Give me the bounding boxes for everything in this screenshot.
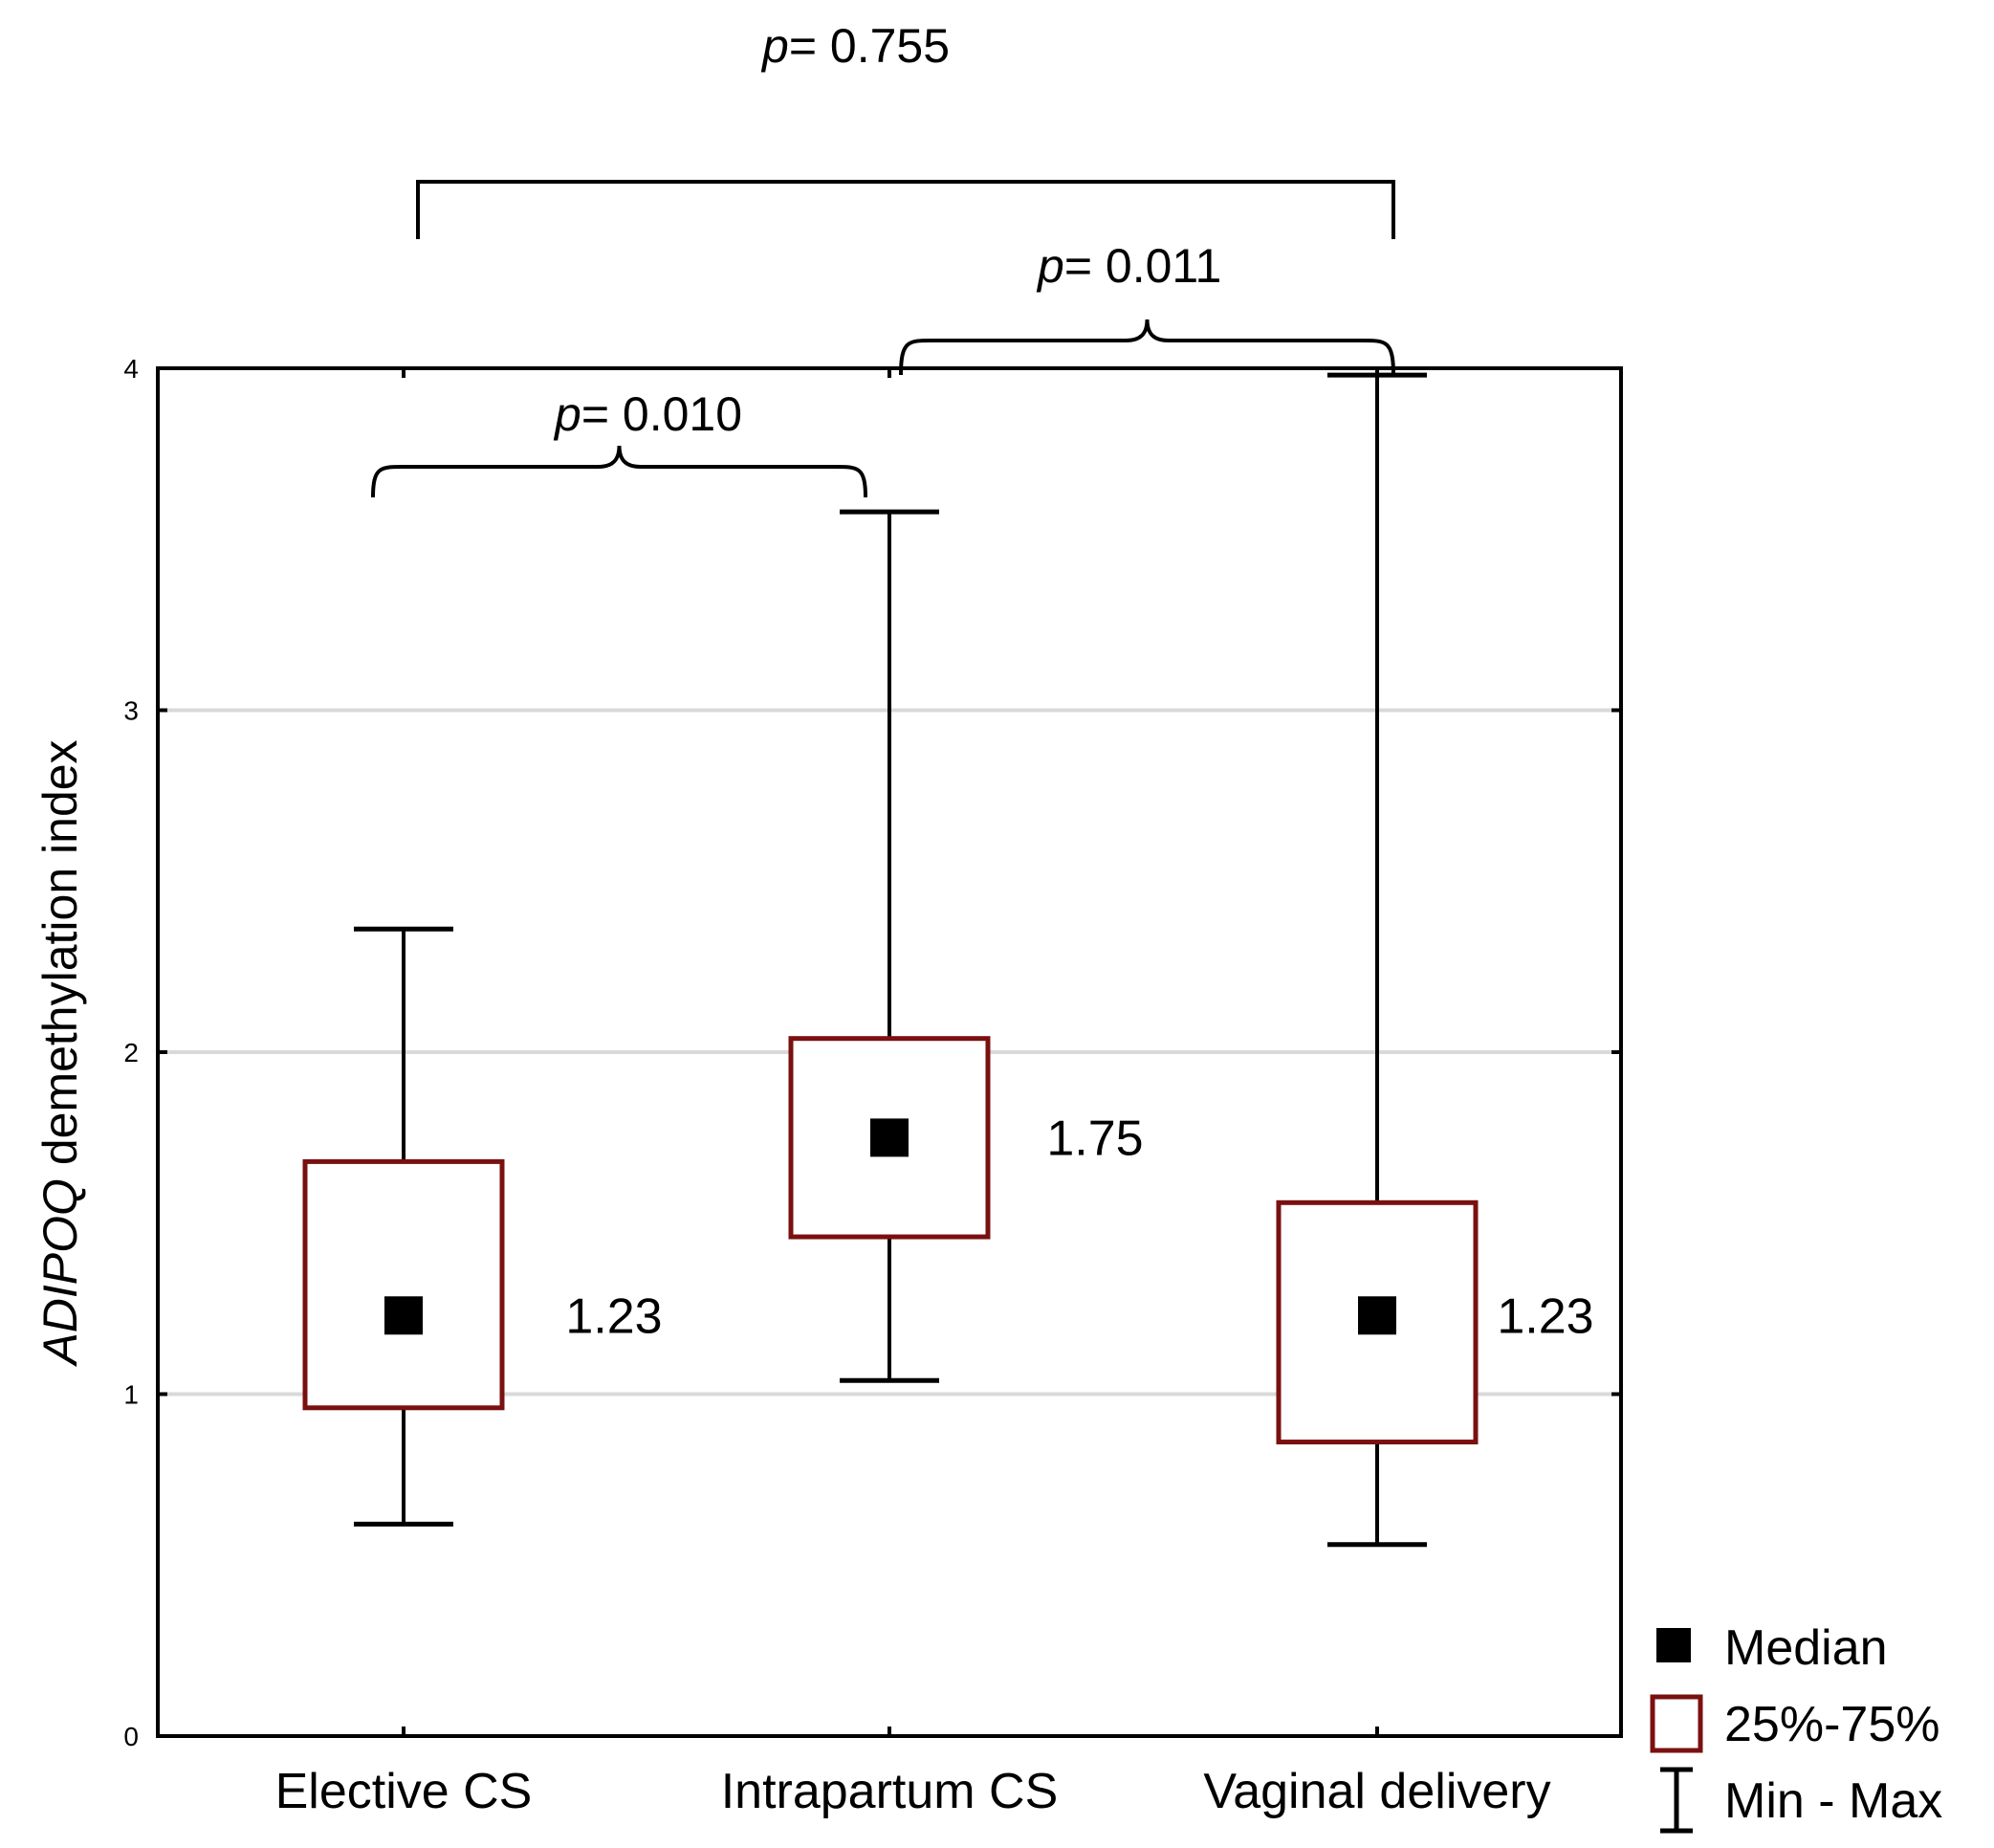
box-group: 1.75 xyxy=(788,509,1144,1383)
legend-iqr-swatch xyxy=(1650,1694,1703,1753)
legend: Median 25%-75% Min - Max xyxy=(1650,1620,1942,1834)
p-symbol: p xyxy=(1036,239,1064,293)
y-tick-label: 1 xyxy=(123,1380,139,1410)
p-value-text: = 0.011 xyxy=(1064,239,1222,293)
iqr-box xyxy=(302,1158,505,1411)
legend-label: 25%-75% xyxy=(1724,1697,1939,1752)
comparison-brace-intrapartum-vaginal xyxy=(899,319,1395,376)
y-tick-label: 3 xyxy=(123,696,139,726)
p-symbol: p xyxy=(553,387,581,441)
x-category-label: Vaginal delivery xyxy=(1203,1764,1550,1819)
y-tick-label: 4 xyxy=(123,354,139,384)
median-marker xyxy=(1358,1296,1396,1335)
legend-item: Median xyxy=(1656,1620,1888,1676)
legend-item: Min - Max xyxy=(1660,1767,1942,1834)
axes-layer: 0 1 2 3 4 Elective CS Intrapartum CS Vaginal de… xyxy=(33,354,1623,1819)
y-tick-label: 2 xyxy=(123,1038,139,1067)
legend-label: Median xyxy=(1724,1620,1888,1676)
x-category-label: Intrapartum CS xyxy=(721,1764,1059,1819)
x-category-label: Elective CS xyxy=(275,1764,533,1819)
median-value-label: 1.23 xyxy=(1497,1288,1593,1344)
median-value-label: 1.75 xyxy=(1046,1111,1143,1166)
y-axis-title-text: demethylation index xyxy=(33,739,87,1178)
legend-item: 25%-75% xyxy=(1650,1694,1939,1753)
y-axis-title: ADIPOQ demethylation index xyxy=(33,739,87,1367)
comparison-brace-elective-intrapartum xyxy=(371,445,867,498)
box-group: 1.23 xyxy=(302,926,663,1527)
legend-label: Min - Max xyxy=(1724,1773,1942,1829)
boxes-layer: 1.23 1.75 1.23 xyxy=(302,372,1594,1548)
p-value-text: = 0.010 xyxy=(581,387,742,441)
box-group: 1.23 xyxy=(1276,372,1594,1548)
y-axis-title-gene: ADIPOQ xyxy=(33,1178,87,1367)
median-marker xyxy=(384,1296,423,1335)
p-value-label: p= 0.010 xyxy=(553,387,742,441)
y-tick-label: 0 xyxy=(123,1722,139,1751)
p-symbol: p xyxy=(760,19,789,73)
p-value-label: p= 0.755 xyxy=(760,19,950,73)
comparison-bracket-elective-vaginal xyxy=(416,180,1395,239)
p-value-text: = 0.755 xyxy=(789,19,950,73)
median-value-label: 1.23 xyxy=(565,1288,662,1344)
p-value-label: p= 0.011 xyxy=(1036,239,1221,293)
legend-median-swatch xyxy=(1656,1628,1691,1662)
median-marker xyxy=(870,1118,909,1157)
